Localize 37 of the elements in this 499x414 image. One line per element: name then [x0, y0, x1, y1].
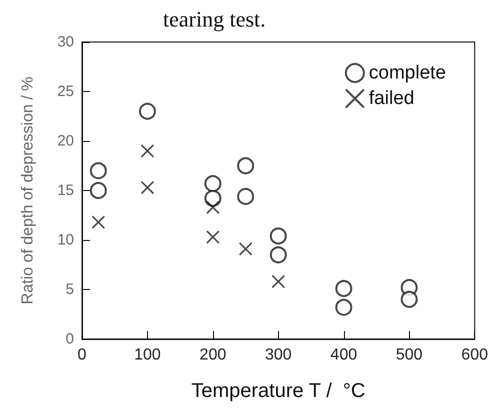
- y-tick-label: 5: [66, 281, 74, 298]
- point: [237, 188, 254, 205]
- x-tick-label: 300: [264, 346, 292, 364]
- point: [90, 182, 107, 199]
- text: tearing test.: [163, 6, 266, 32]
- x-tick-label: 500: [396, 346, 423, 364]
- point: [335, 298, 352, 316]
- y-tick-label: 10: [57, 232, 74, 248]
- point: [138, 102, 156, 120]
- y-tick-label: 30: [57, 34, 74, 50]
- point: [400, 290, 418, 308]
- point: [238, 242, 252, 256]
- legend-label: failed: [368, 88, 414, 109]
- y-tick-label: 20: [57, 132, 74, 150]
- point: [206, 230, 220, 244]
- point: [237, 157, 254, 174]
- point: [90, 162, 107, 180]
- point: [270, 228, 287, 245]
- point: [140, 180, 154, 194]
- point: [270, 246, 287, 264]
- x-tick-label: 100: [134, 346, 161, 364]
- y-tick-label: 0: [66, 330, 74, 348]
- y-axis-title: Ratio of depth of depression / %: [20, 76, 36, 304]
- point: [206, 200, 220, 214]
- x-tick-label: 200: [200, 346, 226, 364]
- x-axis-title: Temperature T / °C: [191, 380, 366, 402]
- point: [92, 215, 106, 229]
- point: [140, 144, 154, 158]
- y-tick-label: 25: [57, 83, 74, 100]
- legend-label: complete: [368, 62, 446, 84]
- y-tick-label: 15: [57, 182, 74, 199]
- x-tick-label: 600: [461, 346, 488, 364]
- point: [204, 175, 222, 192]
- point: [335, 280, 352, 298]
- x-tick-label: 0: [78, 346, 87, 364]
- x-tick-label: 400: [330, 346, 358, 364]
- point: [272, 274, 286, 288]
